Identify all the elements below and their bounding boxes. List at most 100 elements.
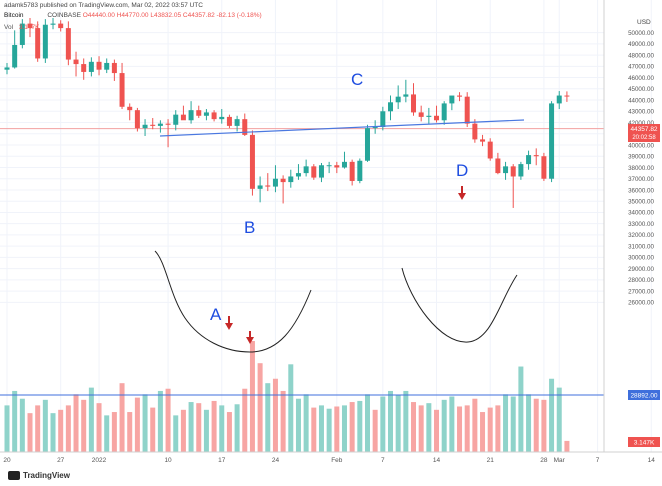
volume-bar — [58, 409, 64, 452]
candle-body — [42, 24, 48, 59]
date-tick-label: 21 — [487, 457, 495, 464]
volume-bar — [426, 403, 432, 452]
volume-bar — [157, 390, 163, 452]
price-tick-label: 31000.00 — [628, 243, 654, 250]
candle-body — [388, 102, 393, 112]
symbol-name: Bitcoin — [4, 12, 24, 19]
volume-bar — [12, 390, 18, 452]
candle-body — [564, 95, 570, 97]
volume-legend[interactable]: Vol 3.147K — [4, 24, 39, 31]
price-axis[interactable]: 50000.00 49000.00 48000.00 47000.00 46000.00… — [628, 30, 654, 307]
cup-curve-left[interactable] — [154, 250, 312, 353]
resistance-trendline[interactable] — [159, 119, 525, 137]
volume-bar — [272, 378, 278, 452]
volume-bar — [326, 408, 332, 452]
volume-bar — [119, 383, 125, 452]
candle — [73, 51, 79, 77]
volume-bar — [234, 404, 240, 452]
volume-last-value: 3.147K — [634, 440, 655, 447]
candle-body — [196, 110, 202, 116]
arrow-b — [246, 331, 254, 344]
volume-bar — [42, 399, 48, 452]
volume-last-badge: 3.147K — [628, 437, 660, 447]
time-axis[interactable]: 20 27 2022 10 17 24 Feb 7 14 21 28 Mar 7 14 — [3, 457, 655, 464]
price-tick-label: 38000.00 — [628, 165, 654, 172]
candle — [211, 110, 217, 122]
candle-body — [526, 155, 532, 165]
volume-bar — [464, 405, 470, 452]
volume-bar — [395, 395, 401, 452]
candle — [234, 115, 240, 132]
tradingview-logo[interactable]: TradingView — [8, 471, 70, 481]
candle — [188, 101, 194, 124]
candle — [487, 138, 493, 161]
volume-bar — [403, 390, 409, 452]
candle — [303, 159, 309, 177]
candle — [96, 56, 102, 76]
candle-body — [349, 161, 355, 181]
candle — [556, 91, 562, 110]
close-value: C44357.82 — [182, 12, 215, 19]
volume-bar — [111, 412, 117, 452]
candle-body — [234, 119, 240, 126]
candle-body — [134, 110, 140, 129]
candle-body — [472, 123, 478, 140]
candle — [58, 20, 64, 32]
candle-body — [318, 165, 324, 178]
change-value: -82.13 (-0.18%) — [216, 12, 262, 19]
volume-bar — [564, 440, 570, 452]
candle — [104, 58, 110, 74]
candle — [395, 85, 401, 110]
candle — [81, 58, 87, 80]
cup-curve-right[interactable] — [401, 267, 518, 343]
candle — [564, 91, 570, 102]
candle-body — [480, 139, 486, 142]
volume-bar — [180, 409, 186, 452]
candle-body — [19, 23, 25, 45]
candle-body — [180, 114, 186, 121]
candle-body — [226, 116, 232, 126]
candle — [464, 92, 470, 128]
volume-bar — [280, 390, 286, 452]
date-tick-label: 28 — [540, 457, 548, 464]
candle-body — [104, 62, 110, 70]
date-tick-label: 2022 — [92, 457, 107, 464]
volume-bar — [434, 409, 440, 452]
candle — [19, 19, 25, 49]
ohlc-legend[interactable]: Bitcoin COINBASE O44440.00 H44770.00 L43… — [4, 12, 262, 19]
volume-bar — [27, 413, 33, 452]
candle-body — [203, 112, 209, 116]
candle-body — [157, 123, 163, 126]
volume-bar — [503, 394, 509, 452]
candle — [295, 164, 301, 180]
date-tick-label: Feb — [331, 457, 343, 464]
candle-body — [464, 96, 470, 124]
volume-ma-badge: 28892.00 — [628, 390, 660, 400]
price-tick-label: 30000.00 — [628, 255, 654, 262]
last-price-badge: 44357.82 20:02:58 — [628, 124, 660, 142]
candle-body — [150, 124, 156, 126]
volume-bar — [334, 406, 340, 452]
candle — [495, 152, 501, 175]
candle-body — [127, 106, 133, 111]
candle-body — [35, 28, 41, 59]
date-tick-label: 7 — [596, 457, 600, 464]
candle — [288, 169, 294, 188]
candle — [280, 175, 286, 204]
price-tick-label: 49000.00 — [628, 41, 654, 48]
date-tick-label: 27 — [57, 457, 65, 464]
candle-body — [334, 165, 340, 168]
candle-body — [541, 156, 547, 179]
candle — [203, 109, 209, 121]
date-tick-label: Mar — [554, 457, 566, 464]
candle — [65, 21, 71, 66]
volume-bar — [388, 390, 393, 452]
candle — [472, 119, 478, 143]
date-tick-label: 10 — [164, 457, 172, 464]
countdown-value: 20:02:58 — [632, 135, 656, 141]
volume-bar — [104, 415, 110, 452]
volume-bar — [226, 412, 232, 452]
candle — [249, 130, 255, 196]
volume-bar — [173, 415, 179, 452]
